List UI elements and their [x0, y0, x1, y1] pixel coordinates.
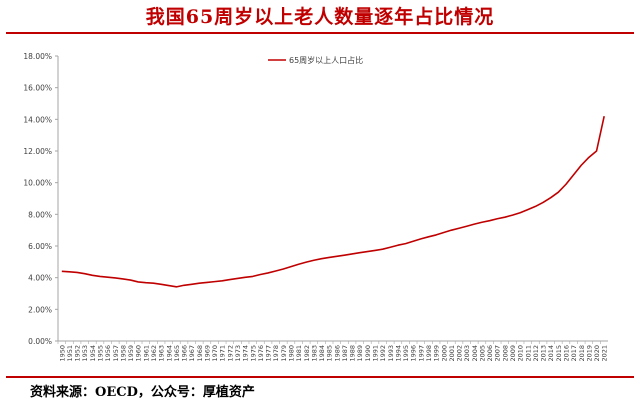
x-tick-label: 1989	[356, 345, 364, 362]
line-chart: 0.00% 2.00% 4.00% 6.00% 8.00% 10.00% 12.00% 14.…	[23, 52, 608, 362]
x-tick-label: 1970	[211, 345, 219, 362]
x-tick-label: 1992	[379, 345, 387, 362]
x-tick-label: 2007	[494, 345, 502, 362]
chart-legend: 65周岁以上人口占比	[268, 55, 363, 65]
x-tick-label: 1962	[150, 345, 158, 362]
x-tick-label: 1959	[127, 345, 135, 362]
legend-label: 65周岁以上人口占比	[289, 55, 363, 65]
x-tick-label: 1967	[188, 345, 196, 362]
x-tick-label: 1958	[119, 345, 127, 362]
series-line	[61, 115, 605, 288]
x-tick-label: 2008	[501, 345, 509, 362]
x-tick-label: 1977	[265, 345, 273, 362]
x-tick-label: 1987	[341, 345, 349, 362]
x-tick-label: 1961	[142, 345, 150, 362]
footer-divider	[6, 376, 634, 378]
x-tick-label: 1981	[295, 345, 303, 362]
x-tick-label: 1978	[272, 345, 280, 362]
x-tick-label: 1984	[318, 345, 326, 362]
x-tick-label: 2013	[540, 345, 548, 362]
x-tick-label: 1980	[287, 345, 295, 362]
x-tick-label: 1965	[173, 345, 181, 362]
x-tick-label: 1998	[425, 345, 433, 362]
x-tick-label: 1994	[394, 345, 402, 362]
x-tick-label: 2009	[509, 345, 517, 362]
chart-title: 我国65周岁以上老人数量逐年占比情况	[145, 6, 495, 28]
chart-axes	[55, 55, 608, 344]
x-tick-label: 1953	[81, 345, 89, 362]
x-tick-label: 2010	[517, 345, 525, 362]
x-tick-label: 1963	[158, 345, 166, 362]
x-tick-label: 1956	[104, 345, 112, 362]
x-tick-label: 2005	[478, 345, 486, 362]
x-tick-label: 2019	[585, 345, 593, 362]
x-tick-label: 2016	[562, 345, 570, 362]
title-divider	[6, 32, 634, 34]
y-tick-label: 8.00%	[28, 210, 52, 219]
y-tick-label: 6.00%	[28, 242, 52, 251]
x-tick-label: 2006	[486, 345, 494, 362]
x-tick-label: 1960	[135, 345, 143, 362]
x-tick-label: 1997	[417, 345, 425, 362]
y-axis-labels: 0.00% 2.00% 4.00% 6.00% 8.00% 10.00% 12.00% 14.…	[23, 52, 52, 346]
x-tick-label: 2015	[555, 345, 563, 362]
x-tick-label: 1988	[349, 345, 357, 362]
x-tick-label: 1973	[234, 345, 242, 362]
y-tick-label: 18.00%	[23, 52, 52, 61]
y-tick-label: 4.00%	[28, 274, 52, 283]
x-tick-label: 1979	[280, 345, 288, 362]
x-tick-label: 2011	[524, 345, 532, 362]
x-tick-label: 2021	[601, 345, 609, 362]
x-tick-label: 1976	[257, 345, 265, 362]
x-tick-label: 1971	[219, 345, 227, 362]
x-tick-label: 1955	[97, 345, 105, 362]
x-tick-label: 1985	[326, 345, 334, 362]
series-layer	[61, 115, 605, 288]
x-tick-label: 1995	[402, 345, 410, 362]
x-tick-label: 1952	[74, 345, 82, 362]
x-tick-label: 2014	[547, 345, 555, 362]
y-tick-label: 16.00%	[23, 84, 52, 93]
x-tick-label: 1968	[196, 345, 204, 362]
x-tick-label: 1996	[410, 345, 418, 362]
x-tick-label: 2001	[448, 345, 456, 362]
x-tick-label: 1957	[112, 345, 120, 362]
x-tick-label: 2020	[593, 345, 601, 362]
x-tick-label: 1954	[89, 345, 97, 362]
x-tick-label: 1991	[372, 345, 380, 362]
source-note: 资料来源：OECD，公众号：厚植资产	[30, 385, 255, 400]
x-tick-label: 1975	[249, 345, 257, 362]
x-tick-label: 2000	[440, 345, 448, 362]
x-tick-label: 2003	[463, 345, 471, 362]
x-tick-label: 1993	[387, 345, 395, 362]
x-tick-label: 2017	[570, 345, 578, 362]
x-tick-label: 1951	[66, 345, 74, 362]
x-tick-label: 1964	[165, 345, 173, 362]
x-tick-label: 2002	[456, 345, 464, 362]
x-tick-label: 1972	[226, 345, 234, 362]
x-tick-label: 2018	[578, 345, 586, 362]
y-tick-label: 14.00%	[23, 115, 52, 124]
x-axis-labels: 1950 1951 1952 1953 1954 1955 1956 1957 1958 1959…	[58, 345, 608, 362]
y-tick-label: 12.00%	[23, 147, 52, 156]
x-tick-label: 1983	[310, 345, 318, 362]
y-tick-label: 0.00%	[28, 337, 52, 346]
x-tick-label: 1950	[58, 345, 66, 362]
x-tick-label: 2012	[532, 345, 540, 362]
x-tick-label: 1990	[364, 345, 372, 362]
x-tick-label: 1986	[333, 345, 341, 362]
y-tick-label: 2.00%	[28, 305, 52, 314]
x-tick-label: 2004	[471, 345, 479, 362]
x-tick-label: 1966	[181, 345, 189, 362]
x-tick-label: 1982	[303, 345, 311, 362]
x-tick-label: 1969	[203, 345, 211, 362]
x-tick-label: 1999	[433, 345, 441, 362]
y-tick-label: 10.00%	[23, 179, 52, 188]
x-tick-label: 1974	[242, 345, 250, 362]
